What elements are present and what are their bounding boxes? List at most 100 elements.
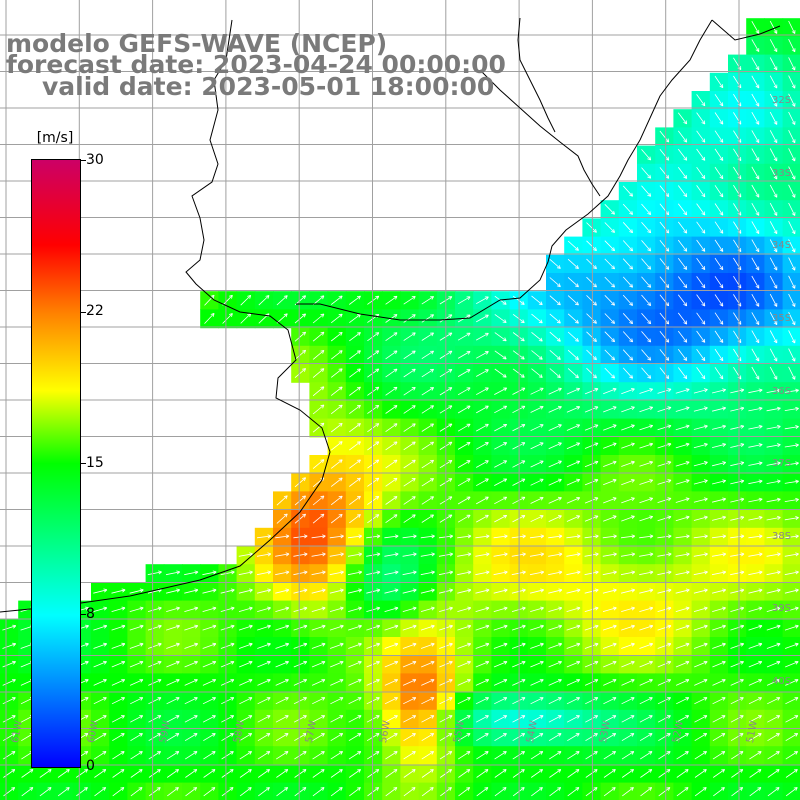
wind-arrow [675,535,690,539]
wind-arrow [385,350,398,360]
wind-arrow-head [741,643,744,647]
wind-arrow-head [158,769,161,773]
wind-speed-cell [309,455,329,474]
wind-arrow-head [322,769,325,773]
wind-arrow [712,715,726,723]
wind-speed-cell [400,364,420,383]
wind-arrow [457,405,471,414]
wind-arrow-head [356,368,361,370]
wind-arrow [788,75,796,89]
wind-arrow-head [140,625,144,629]
wind-speed-cell [473,691,492,711]
wind-arrow [403,733,416,742]
wind-arrow-head [755,158,760,162]
wind-arrow-head [267,733,271,737]
wind-arrow [766,498,781,503]
wind-arrow [530,387,544,395]
wind-arrow-head [559,643,562,647]
wind-arrow-head [267,571,272,575]
wind-arrow-head [686,589,690,593]
wind-speed-cell [309,418,329,438]
wind-arrow [751,348,760,362]
wind-arrow-head [468,625,472,629]
wind-speed-cell [600,691,620,711]
wind-arrow-head [231,571,235,575]
wind-arrow-head [559,497,562,501]
wind-arrow-head [176,787,179,791]
wind-arrow [294,331,306,342]
wind-arrow [403,350,416,360]
wind-arrow [784,607,799,612]
wind-arrow [384,661,398,668]
wind-arrow-head [667,552,672,555]
wind-arrow-head [540,442,544,446]
wind-arrow-head [773,358,778,362]
wind-arrow [712,516,726,521]
wind-arrow-head [176,606,180,609]
wind-arrow-head [502,376,507,378]
wind-arrow-head [540,497,544,501]
wind-arrow-head [376,350,380,355]
wind-arrow-head [631,265,633,270]
wind-speed-cell [546,764,565,784]
wind-arrow [585,733,598,742]
wind-arrow [494,424,507,432]
wind-speed-cell [709,709,729,729]
wind-arrow-head [338,386,343,388]
wind-arrow-head [741,498,745,502]
wind-arrow-head [558,570,563,573]
wind-arrow-head [377,571,381,575]
wind-arrow [696,130,706,143]
wind-arrow-head [540,534,544,537]
wind-arrow-head [412,570,417,573]
wind-speed-cell [400,436,420,456]
wind-speed-cell [400,746,420,765]
wind-arrow-head [394,606,399,609]
wind-arrow [256,571,271,576]
wind-arrow-head [103,787,107,791]
wind-arrow-head [103,606,107,609]
wind-arrow-head [522,751,525,755]
wind-arrow-head [485,588,490,591]
wind-arrow [657,479,672,485]
wind-arrow-head [413,496,416,500]
wind-arrow [788,348,796,362]
wind-arrow-head [538,321,543,324]
wind-arrow-head [358,715,362,719]
wind-speed-cell [327,728,347,747]
wind-arrow [93,643,107,649]
wind-speed-cell [728,746,747,765]
wind-arrow [733,221,742,234]
wind-arrow-head [795,552,799,555]
wind-arrow-head [703,284,706,288]
wind-arrow-head [576,265,579,269]
wind-arrow [531,368,543,378]
wind-arrow [766,480,781,484]
wind-arrow-head [759,462,763,466]
wind-arrow [494,314,507,323]
wind-arrow-head [285,313,288,318]
wind-arrow [603,515,617,522]
wind-arrow-head [577,424,581,428]
wind-arrow-head [249,313,252,318]
wind-arrow [421,478,434,487]
wind-arrow [566,535,581,539]
wind-arrow-head [595,769,598,773]
wind-arrow-head [759,787,762,791]
wind-arrow-head [630,515,635,517]
wind-arrow-head [722,406,726,409]
wind-arrow-head [467,332,471,337]
wind-arrow-head [648,787,652,789]
wind-arrow [586,258,597,270]
wind-arrow-head [740,570,745,573]
wind-arrow-head [522,478,526,483]
wind-arrow-head [740,497,745,500]
wind-arrow-head [285,751,289,755]
wind-arrow [751,57,760,70]
wind-arrow-head [704,679,708,683]
wind-arrow-head [449,643,453,647]
wind-arrow [751,239,760,252]
wind-speed-cell [491,728,511,747]
wind-arrow-head [486,351,489,355]
wind-arrow [622,240,633,252]
